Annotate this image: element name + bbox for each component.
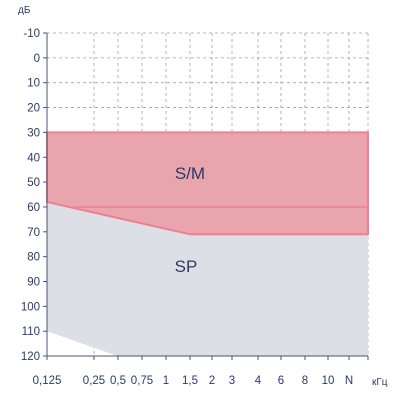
y-tick-label: 120 bbox=[21, 351, 40, 363]
axes bbox=[43, 32, 369, 361]
y-tick-label: -10 bbox=[23, 28, 40, 40]
region-label-sp: SP bbox=[175, 257, 198, 276]
y-tick-label: 80 bbox=[27, 252, 40, 264]
y-tick-label: 50 bbox=[27, 177, 40, 189]
x-tick-label: 0,25 bbox=[83, 375, 105, 387]
x-tick-label: 10 bbox=[322, 375, 335, 387]
x-tick-label: 3 bbox=[229, 375, 235, 387]
y-tick-label: 40 bbox=[27, 152, 40, 164]
y-tick-label: 70 bbox=[27, 227, 40, 239]
y-tick-label: 0 bbox=[34, 53, 40, 65]
y-tick-labels: -10 0 10 20 30 40 50 60 70 80 90 100 110 120 bbox=[21, 28, 40, 363]
x-tick-label: 0,75 bbox=[131, 375, 153, 387]
y-tick-label: 10 bbox=[27, 78, 40, 90]
x-tick-label: 0,5 bbox=[110, 375, 126, 387]
x-tick-label: 8 bbox=[302, 375, 308, 387]
y-tick-label: 30 bbox=[27, 127, 40, 139]
y-tick-label: 100 bbox=[21, 301, 40, 313]
x-tick-label: 1 bbox=[163, 375, 169, 387]
x-tick-label: 4 bbox=[255, 375, 262, 387]
x-axis-label: кГц bbox=[372, 377, 388, 388]
x-tick-label: 1,5 bbox=[182, 375, 198, 387]
y-tick-label: 20 bbox=[27, 103, 40, 115]
x-tick-label: 2 bbox=[209, 375, 215, 387]
y-tick-label: 90 bbox=[27, 277, 40, 289]
region-label-sm: S/M bbox=[175, 164, 205, 183]
y-axis-label: дБ bbox=[18, 5, 31, 16]
regions: SP S/M bbox=[46, 131, 369, 357]
x-tick-label: N bbox=[345, 375, 353, 387]
y-tick-label: 60 bbox=[27, 202, 40, 214]
x-tick-label: 6 bbox=[278, 375, 284, 387]
x-tick-labels: 0,125 0,25 0,5 0,75 1 1,5 2 3 4 6 8 10 N bbox=[33, 375, 354, 387]
y-tick-label: 110 bbox=[22, 326, 40, 338]
region-sp bbox=[47, 202, 368, 357]
x-tick-label: 0,125 bbox=[33, 375, 62, 387]
